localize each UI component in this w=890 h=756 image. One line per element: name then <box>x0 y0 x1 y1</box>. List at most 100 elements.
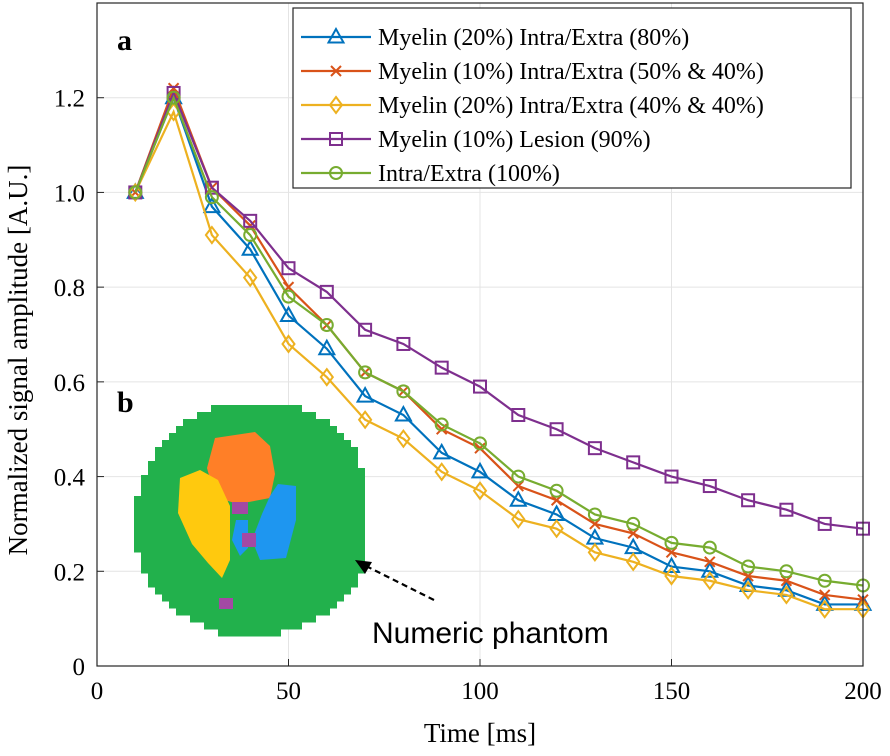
phantom-row <box>183 419 330 427</box>
series-line <box>134 94 863 606</box>
data-point <box>741 559 756 574</box>
phantom-annotation: Numeric phantom <box>372 617 609 650</box>
data-point <box>587 507 602 522</box>
y-tick-label: 0 <box>73 654 86 681</box>
y-tick-label: 0.6 <box>54 370 85 397</box>
legend-label: Myelin (10%) Intra/Extra (50% & 40%) <box>378 59 764 85</box>
phantom-row <box>134 510 365 518</box>
legend-label: Myelin (20%) Intra/Extra (80%) <box>378 25 689 51</box>
legend-label: Myelin (20%) Intra/Extra (40% & 40%) <box>378 93 764 119</box>
legend-marker <box>329 132 343 146</box>
data-point <box>355 386 375 403</box>
data-point <box>511 408 526 423</box>
phantom-row <box>190 615 316 623</box>
data-point <box>626 455 641 470</box>
data-point <box>279 305 298 323</box>
phantom-row <box>134 524 365 532</box>
phantom-row <box>134 517 365 525</box>
data-point <box>204 180 219 195</box>
data-point <box>434 462 449 482</box>
phantom-orange-region <box>207 432 275 504</box>
data-point <box>700 561 719 578</box>
legend: Myelin (20%) Intra/Extra (80%) Myelin (10… <box>292 7 852 189</box>
panel-label-a: a <box>117 24 132 57</box>
phantom-purple-spot <box>232 502 248 514</box>
data-point <box>128 185 143 200</box>
y-tick-label: 0.2 <box>54 559 85 586</box>
phantom-purple-spot <box>242 533 256 547</box>
phantom-row <box>218 629 281 637</box>
legend-entry: Intra/Extra (100%) <box>301 161 560 187</box>
legend-marker <box>326 26 346 44</box>
data-point <box>396 384 411 399</box>
legend-label: Myelin (10%) Lesion (90%) <box>378 127 651 153</box>
data-point <box>549 483 564 498</box>
legend-entry: Myelin (10%) Lesion (90%) <box>301 127 651 153</box>
legend-marker <box>330 65 342 77</box>
data-point <box>317 338 336 356</box>
data-point <box>202 196 222 214</box>
series-4 <box>128 85 870 536</box>
phantom-row <box>176 608 330 616</box>
series-line <box>134 108 863 611</box>
data-point <box>549 518 564 539</box>
y-tick-label: 1.2 <box>54 86 85 113</box>
data-point <box>396 336 411 351</box>
data-point <box>474 442 486 454</box>
phantom-row <box>148 573 358 581</box>
data-point <box>204 190 219 205</box>
phantom-row <box>155 587 351 595</box>
data-point <box>281 261 296 276</box>
series-group <box>126 82 873 619</box>
phantom-purple-spot <box>219 598 233 609</box>
data-point <box>704 556 716 568</box>
data-point <box>511 469 526 484</box>
phantom-yellow-region <box>178 470 230 578</box>
legend-marker <box>329 166 343 180</box>
data-point <box>662 556 681 574</box>
y-tick-label: 1.0 <box>54 180 85 207</box>
phantom-row <box>162 594 344 602</box>
data-point <box>358 322 373 337</box>
phantom-row <box>176 426 337 434</box>
data-point <box>587 441 602 456</box>
data-point <box>702 479 717 494</box>
legend-marker <box>328 95 344 115</box>
data-point <box>472 481 488 501</box>
data-point <box>511 509 526 529</box>
data-point <box>625 552 641 572</box>
x-axis-label: Time [ms] <box>424 718 536 748</box>
data-point <box>664 566 679 586</box>
phantom-row <box>141 559 365 567</box>
data-point <box>281 334 296 354</box>
data-point <box>241 239 260 256</box>
data-point <box>243 228 258 243</box>
legend-box <box>292 7 852 189</box>
phantom-row <box>134 503 365 511</box>
data-point <box>243 213 258 228</box>
x-tick-label: 50 <box>276 678 301 705</box>
data-point <box>626 516 641 531</box>
data-point <box>473 379 487 394</box>
data-point <box>166 90 181 105</box>
phantom-blue-region <box>252 484 296 560</box>
data-point <box>817 573 832 588</box>
data-point <box>779 564 794 579</box>
y-tick-label: 0.4 <box>54 465 86 492</box>
data-point <box>702 571 718 591</box>
data-point <box>587 542 603 563</box>
series-5 <box>128 90 870 593</box>
phantom-row <box>148 580 358 588</box>
data-point <box>818 589 831 601</box>
data-point <box>664 535 679 550</box>
legend-entry: Myelin (20%) Intra/Extra (80%) <box>301 25 689 51</box>
data-point <box>664 469 679 484</box>
data-point <box>319 318 334 333</box>
data-point <box>432 442 451 460</box>
legend-entry: Myelin (20%) Intra/Extra (40% & 40%) <box>301 93 764 119</box>
tick-group: 0 50 100 150 200 0 0.2 0.4 0.6 0.8 1.0 1.2 <box>54 86 882 705</box>
x-tick-label: 100 <box>461 678 499 705</box>
data-point <box>319 284 334 299</box>
data-point <box>702 540 717 555</box>
